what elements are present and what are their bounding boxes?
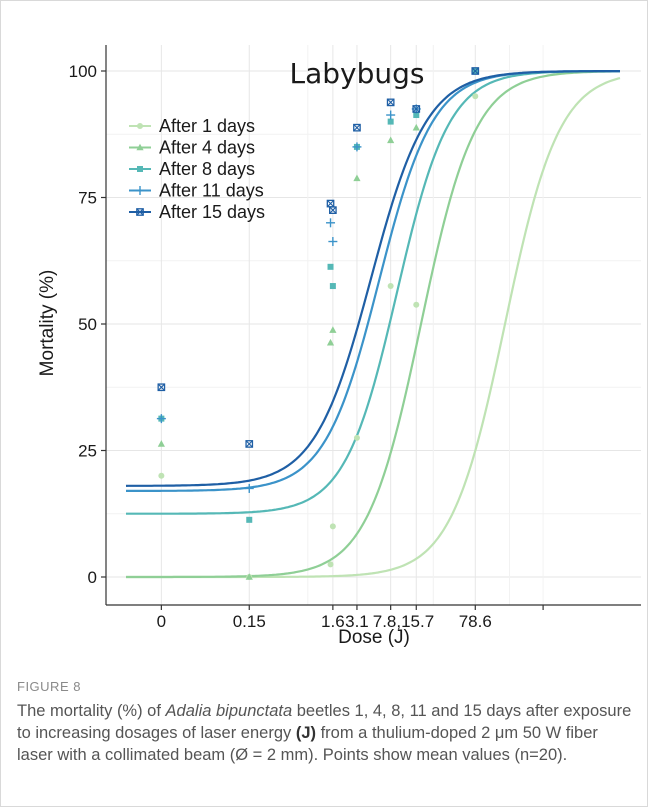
legend-swatch-marker (137, 166, 143, 172)
data-point (245, 440, 254, 448)
data-point (328, 237, 338, 247)
data-point (329, 523, 336, 530)
y-tick-label: 0 (88, 568, 97, 587)
mortality-chart: 0 25 50 75 100 0 0.15 1.6 3.1 7.8,15.7 78.6 Labybu… (37, 45, 641, 648)
caption-text-1: The mortality (%) of (17, 702, 166, 720)
y-tick-label: 75 (78, 189, 97, 208)
y-tick-label: 100 (69, 62, 97, 81)
data-points (156, 67, 480, 580)
data-point (327, 561, 334, 568)
data-point (327, 263, 334, 270)
grid (106, 45, 641, 605)
data-point (413, 301, 420, 308)
data-point (158, 472, 165, 479)
caption-unit: (J) (295, 724, 317, 742)
data-point (471, 67, 480, 75)
data-point (386, 98, 395, 107)
data-point (413, 112, 420, 119)
data-point (387, 136, 395, 144)
legend-item: After 15 days (129, 202, 265, 222)
fit-curves (125, 70, 621, 579)
fit-curve (126, 70, 620, 579)
y-tick-label: 50 (78, 315, 97, 334)
legend-label: After 1 days (159, 116, 255, 136)
y-axis-title: Mortality (%) (37, 270, 58, 377)
data-point (353, 174, 361, 182)
data-point (353, 434, 360, 441)
data-point (326, 338, 335, 346)
figure-caption: The mortality (%) of Adalia bipunctata b… (17, 700, 632, 766)
chart-title: Labybugs (290, 57, 425, 90)
data-point (326, 218, 336, 228)
data-point (156, 414, 166, 424)
data-point (329, 283, 336, 290)
fit-curve (125, 70, 620, 487)
data-point (386, 110, 396, 120)
data-point (352, 142, 362, 152)
x-tick-label: 7.8,15.7 (373, 612, 434, 631)
figure-label: FIGURE 8 (17, 679, 81, 694)
y-tick-label: 25 (78, 442, 97, 461)
legend-swatch-marker (136, 208, 144, 216)
data-point (245, 573, 253, 580)
data-point (412, 123, 420, 131)
x-tick-label: 0 (157, 612, 166, 631)
legend-label: After 8 days (159, 159, 255, 179)
x-tick-label: 0.15 (233, 612, 266, 631)
data-point (246, 516, 253, 523)
data-point (353, 123, 361, 132)
legend-label: After 11 days (159, 181, 264, 201)
caption-text-2: beetles 1, 4, 8, 11 and 15 days after ex… (17, 702, 632, 742)
data-point (244, 483, 254, 493)
data-point (157, 440, 165, 447)
data-point (387, 283, 394, 290)
legend-label: After 15 days (159, 202, 265, 222)
legend-item: After 1 days (129, 116, 255, 136)
x-axis-title: Dose (J) (338, 627, 410, 648)
legend-item: After 11 days (129, 181, 264, 201)
legend-item: After 8 days (129, 159, 255, 179)
x-tick-label: 3.1 (345, 612, 369, 631)
legend-item: After 4 days (129, 138, 255, 158)
data-point (472, 93, 479, 100)
plot-panel (106, 45, 641, 605)
data-point (387, 118, 394, 125)
axes: 0 25 50 75 100 0 0.15 1.6 3.1 7.8,15.7 78.6 (69, 45, 641, 631)
x-tick-label: 1.6 (321, 612, 345, 631)
legend-swatch-marker (136, 143, 144, 151)
legend-swatch-marker (137, 123, 143, 129)
data-point (329, 326, 337, 333)
legend-label: After 4 days (159, 138, 255, 158)
caption-species: Adalia bipunctata (165, 702, 293, 720)
caption-text-3: from a thulium-doped 2 μm 50 W fiber las… (17, 724, 598, 764)
data-point (329, 206, 337, 214)
x-tick-label: 78.6 (459, 612, 492, 631)
legend-swatch-marker (135, 186, 145, 195)
data-point (412, 105, 421, 113)
data-point (157, 383, 166, 392)
